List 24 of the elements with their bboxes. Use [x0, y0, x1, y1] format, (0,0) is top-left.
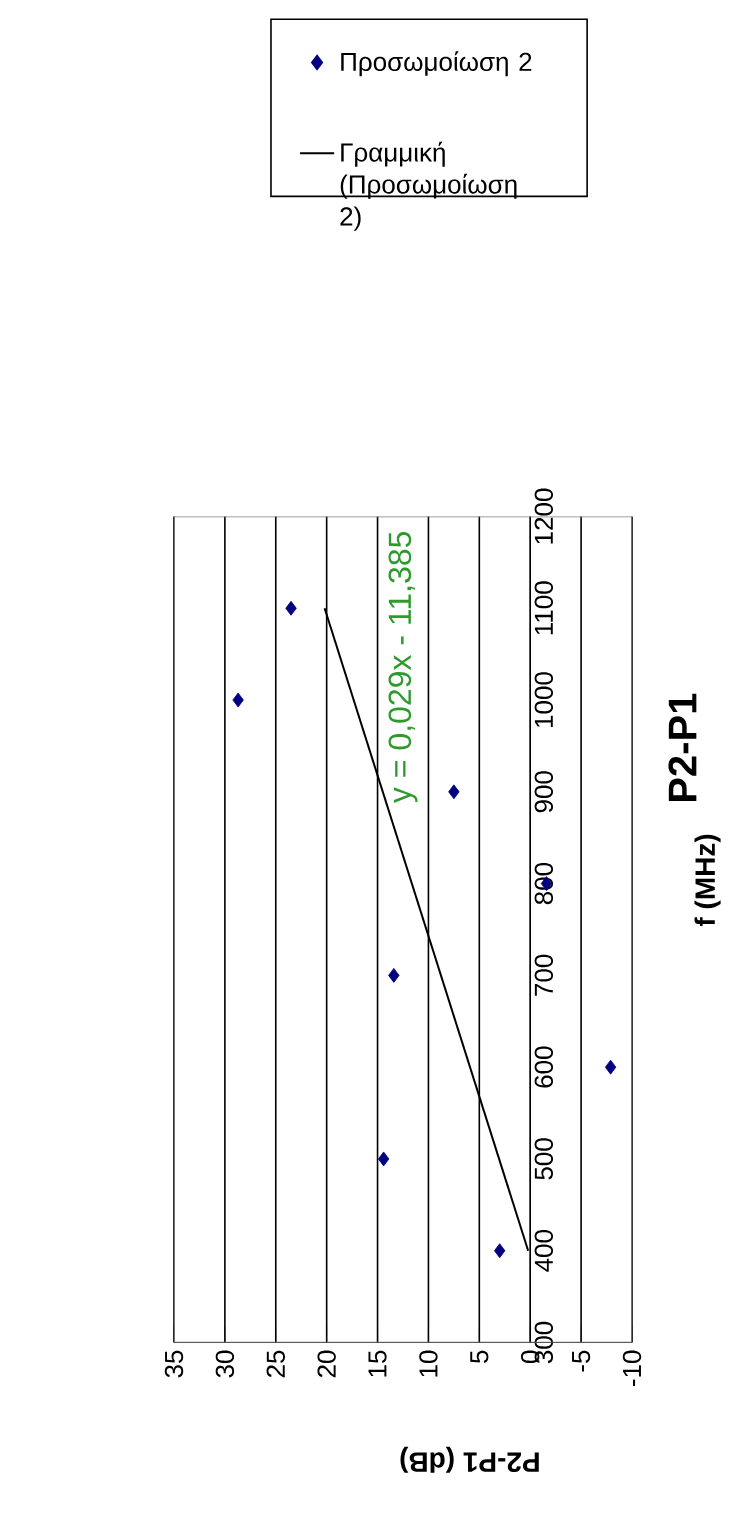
legend-label: Γραμμική (Προσωμοίωση 2) [340, 141, 517, 231]
y-tick-label: 900 [534, 771, 554, 813]
text: P2-P1 [668, 693, 697, 802]
legend-label: Προσωμοίωση 2 [341, 51, 532, 77]
y-tick-label: 400 [534, 1230, 554, 1272]
x-tick-label: 5 [470, 1350, 489, 1363]
y-tick-label: 700 [534, 954, 554, 996]
y-tick-label: 500 [534, 1138, 554, 1180]
y-tick-label: 1000 [534, 672, 554, 727]
y-tick-label: 1200 [534, 488, 554, 544]
x-tick-label: 30 [215, 1350, 235, 1378]
y-axis-title: f (MHz) [694, 834, 721, 927]
x-tick-label: 35 [164, 1350, 184, 1378]
x-tick-label: -10 [622, 1350, 642, 1386]
x-tick-label: 25 [266, 1350, 285, 1378]
annotation: y = 0,029x - 11,385 [388, 531, 418, 804]
x-tick-label: 15 [368, 1350, 387, 1377]
x-tick-label: 10 [419, 1350, 438, 1377]
y-tick-label: 1100 [534, 581, 554, 635]
y-tick-label: 600 [534, 1046, 554, 1088]
y-tick-label: 800 [534, 862, 554, 905]
x-axis-title: P2-P1 (dB) [400, 1446, 539, 1473]
x-tick-label: 20 [317, 1350, 336, 1378]
x-tick-label: -5 [572, 1350, 591, 1372]
